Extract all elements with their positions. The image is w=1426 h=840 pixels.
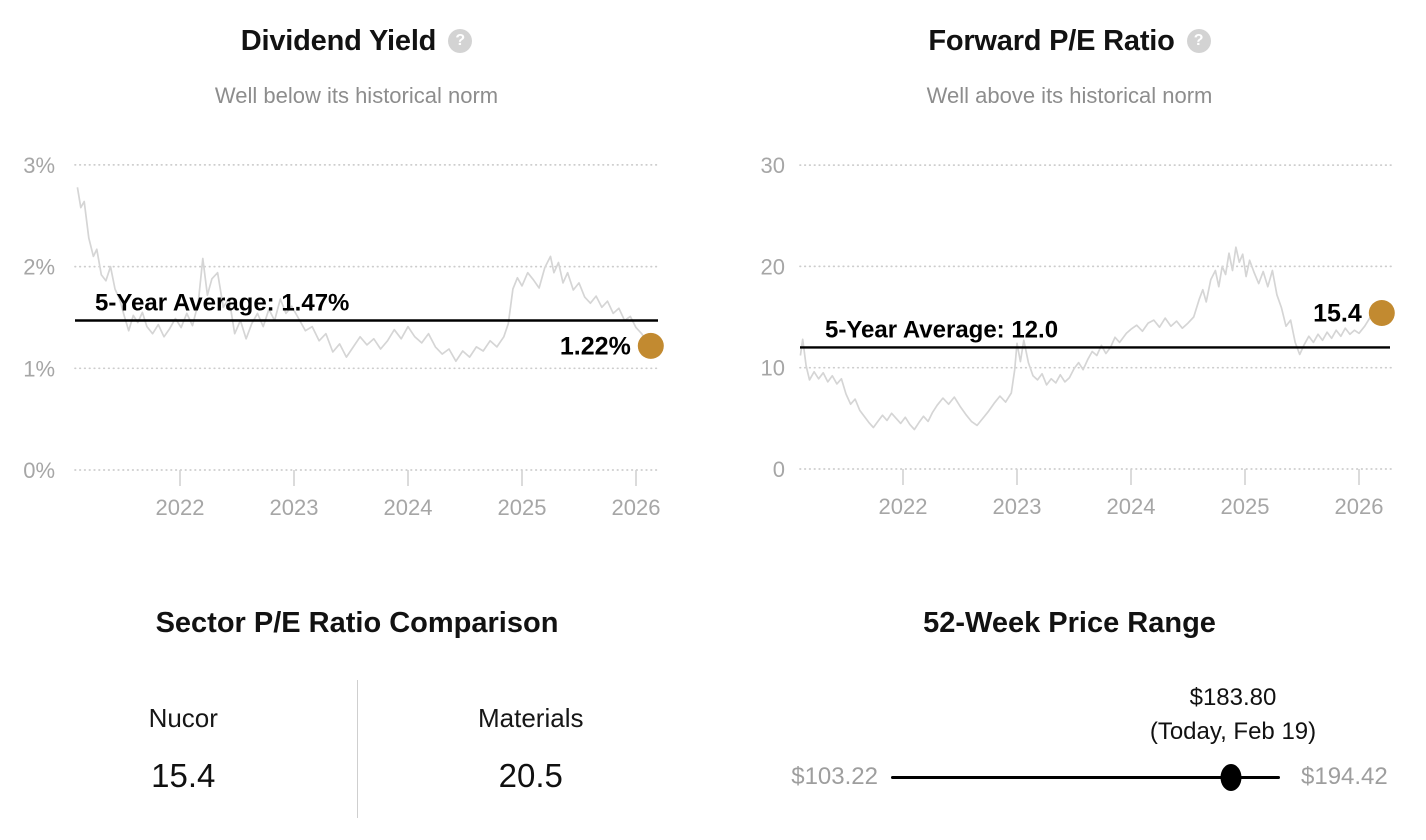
company-name: Nucor: [148, 703, 218, 733]
range-low-label: $103.22: [791, 763, 878, 790]
help-icon[interactable]: ?: [448, 29, 473, 53]
dividend-yield-subtitle: Well below its historical norm: [214, 83, 499, 108]
series-line: [799, 246, 1383, 431]
dividend-yield-title: Dividend Yield: [240, 25, 437, 57]
price-range-track: [891, 776, 1280, 779]
x-tick-label: 2023: [993, 494, 1042, 519]
current-value-dot: [637, 332, 664, 359]
x-tick-label: 2022: [879, 494, 928, 519]
sector-pe-value: 20.5: [498, 757, 563, 794]
x-tick-label: 2024: [1107, 494, 1156, 519]
forward-pe-chart: 0 10 20 30 2022 2023 2024 2025 2026 5-Year Averag…: [761, 153, 1395, 519]
series-line: [76, 187, 652, 363]
y-tick-label: 30: [761, 153, 785, 178]
company-column: Nucor 15.4: [10, 678, 357, 820]
sector-column: Materials 20.5: [358, 678, 705, 820]
help-icon[interactable]: ?: [1186, 29, 1211, 53]
y-tick-label: 0: [773, 457, 785, 482]
x-tick-label: 2026: [1335, 494, 1384, 519]
price-range-title: 52-Week Price Range: [923, 607, 1216, 639]
current-value-label: 15.4: [1313, 300, 1362, 328]
sector-pe-comparison-panel: Sector P/E Ratio Comparison Nucor 15.4 M…: [0, 560, 713, 840]
average-label: 5-Year Average: 1.47%: [95, 290, 349, 317]
forward-pe-subtitle: Well above its historical norm: [926, 83, 1213, 108]
average-label: 5-Year Average: 12.0: [825, 316, 1058, 343]
y-tick-label: 1%: [23, 356, 55, 381]
y-tick-label: 0%: [23, 458, 55, 483]
forward-pe-title: Forward P/E Ratio: [928, 25, 1175, 57]
y-tick-label: 10: [761, 356, 785, 381]
current-price: $183.80: [1189, 684, 1277, 711]
sector-comparison-body: Nucor 15.4 Materials 20.5: [10, 678, 704, 820]
x-tick-label: 2025: [1221, 494, 1270, 519]
current-value-dot: [1368, 300, 1395, 326]
forward-pe-panel: Forward P/E Ratio ? Well above its histo…: [713, 0, 1426, 560]
y-tick-label: 20: [761, 254, 785, 279]
current-price-callout: $183.80 (Today, Feb 19): [1150, 682, 1316, 750]
vertical-divider: [356, 680, 358, 818]
dividend-yield-title-row: Dividend Yield ?: [0, 24, 713, 58]
company-pe-value: 15.4: [151, 757, 216, 794]
y-tick-label: 3%: [23, 153, 55, 178]
x-tick-label: 2022: [156, 495, 205, 520]
x-tick-label: 2025: [498, 495, 547, 520]
dividend-yield-panel: Dividend Yield ? Well below its historic…: [0, 0, 713, 560]
sector-name: Materials: [478, 703, 584, 733]
forward-pe-title-row: Forward P/E Ratio ?: [713, 24, 1426, 58]
price-range-body: $183.80 (Today, Feb 19) $103.22 $194.42: [713, 560, 1426, 840]
sector-comparison-title: Sector P/E Ratio Comparison: [155, 607, 559, 639]
x-tick-label: 2023: [270, 495, 319, 520]
dividend-yield-chart: 0% 1% 2% 3% 2022 2023 2024 2025 2026 5-Year Avera…: [23, 153, 664, 520]
range-high-label: $194.42: [1301, 763, 1388, 790]
price-range-panel: 52-Week Price Range $183.80 (Today, Feb …: [713, 560, 1426, 840]
y-tick-label: 2%: [23, 255, 55, 280]
current-price-date: (Today, Feb 19): [1149, 718, 1317, 745]
current-price-marker: [1220, 764, 1242, 791]
x-tick-label: 2024: [384, 495, 433, 520]
current-value-label: 1.22%: [560, 332, 631, 360]
x-tick-label: 2026: [612, 495, 661, 520]
